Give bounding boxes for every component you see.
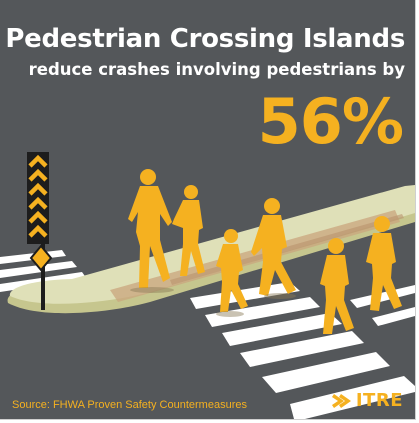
logo-arrow-icon	[331, 394, 351, 408]
pedestrian-icon	[128, 169, 402, 334]
crash-reduction-stat: 56%	[257, 85, 404, 158]
headline-subtitle: reduce crashes involving pedestrians by	[28, 60, 405, 79]
source-citation: Source: FHWA Proven Safety Countermeasur…	[12, 399, 247, 411]
logo-text: ITRE	[355, 390, 403, 411]
island-icon	[7, 185, 415, 314]
itre-logo: ITRE	[331, 390, 403, 411]
headline-title: Pedestrian Crossing Islands	[5, 24, 405, 54]
chevron-sign-icon	[27, 152, 53, 310]
